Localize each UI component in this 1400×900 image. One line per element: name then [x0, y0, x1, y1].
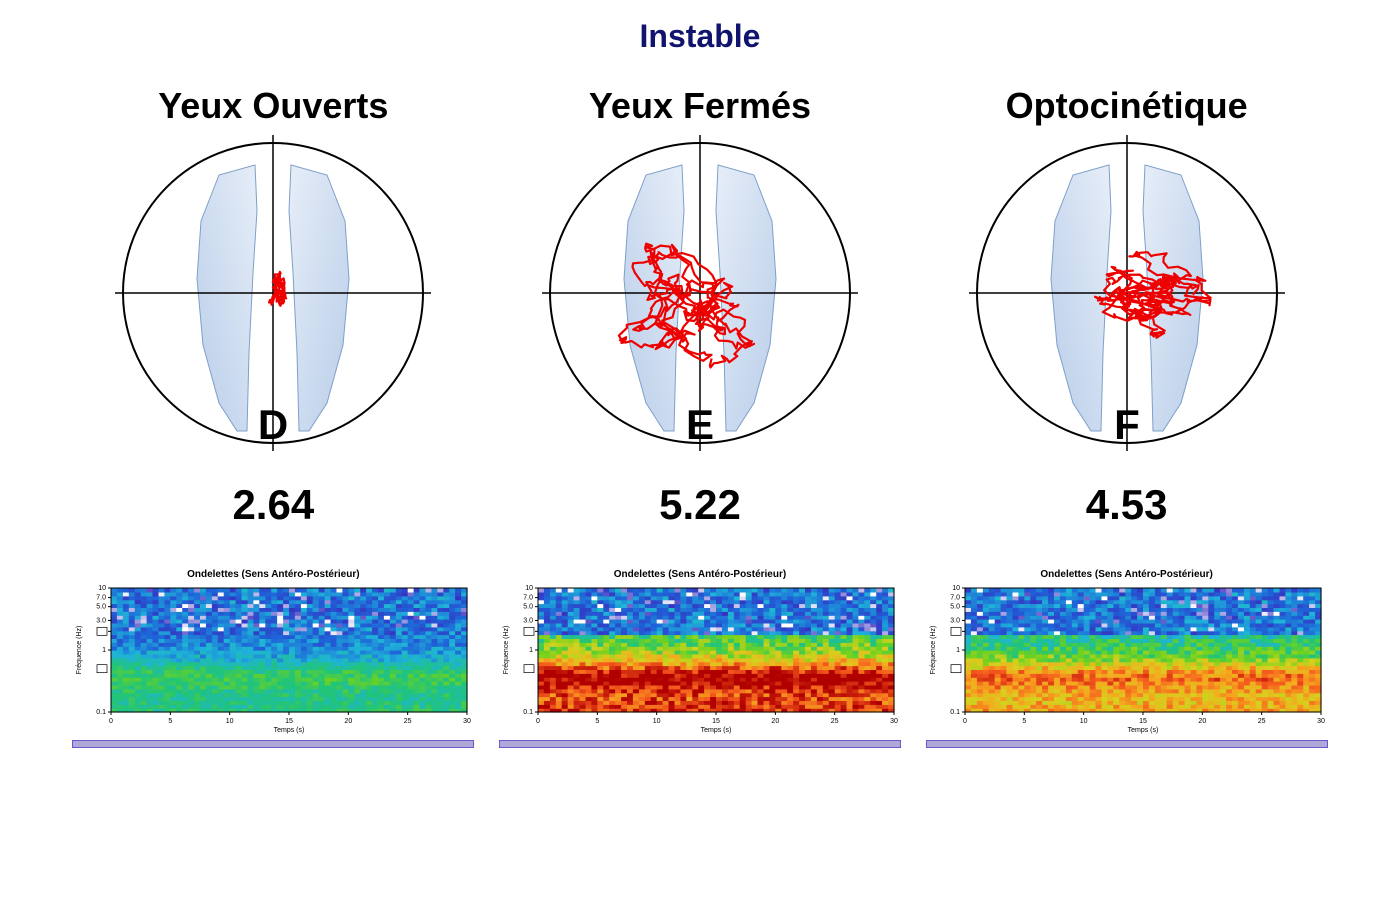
statokinesigram: D	[113, 133, 433, 453]
svg-text:10: 10	[99, 585, 107, 592]
panel-f: Optocinétique F 4.53 Ondelettes (Sens Antér…	[917, 85, 1337, 748]
wavelet-spectrogram: 051015202530Temps (s)0.112.03.05.07.010F…	[927, 584, 1327, 734]
svg-text:25: 25	[831, 718, 839, 725]
wavelet-title: Ondelettes (Sens Antéro-Postérieur)	[614, 569, 786, 580]
panel-e: Yeux Fermés E 5.22 Ondelettes (Sens Antéro-…	[490, 85, 910, 748]
svg-text:20: 20	[771, 718, 779, 725]
svg-text:0: 0	[109, 718, 113, 725]
svg-text:Temps (s): Temps (s)	[274, 727, 305, 734]
svg-text:30: 30	[890, 718, 898, 725]
wavelet-panel: Ondelettes (Sens Antéro-Postérieur) 0 5 10 1…	[490, 569, 910, 748]
panel-letter: E	[686, 401, 714, 448]
statokinesigram: E	[540, 133, 860, 453]
svg-text:1: 1	[529, 647, 533, 654]
svg-text:5: 5	[595, 718, 599, 725]
panel-value: 5.22	[659, 481, 741, 529]
svg-text:3.0: 3.0	[523, 617, 533, 624]
svg-text:0.1: 0.1	[97, 709, 107, 716]
panel-value: 2.64	[232, 481, 314, 529]
wavelet-title: Ondelettes (Sens Antéro-Postérieur)	[1040, 569, 1212, 580]
panel-letter: F	[1114, 401, 1140, 448]
wavelet-panel: Ondelettes (Sens Antéro-Postérieur) 05101…	[917, 569, 1337, 748]
svg-text:Temps (s): Temps (s)	[701, 727, 732, 734]
statokinesigram: F	[967, 133, 1287, 453]
page-title: Instable	[0, 18, 1400, 55]
svg-text:Fréquence (Hz): Fréquence (Hz)	[503, 626, 510, 675]
condition-label: Yeux Ouverts	[158, 85, 388, 127]
wavelet-scrollbar	[72, 740, 474, 748]
svg-text:3.0: 3.0	[97, 617, 107, 624]
panel-value: 4.53	[1086, 481, 1168, 529]
svg-text:15: 15	[285, 718, 293, 725]
wavelet-spectrogram: 051015202530Temps (s)0.112.03.05.07.010F…	[500, 584, 900, 734]
svg-text:7.0: 7.0	[97, 595, 107, 602]
panel-letter: D	[258, 401, 288, 448]
wavelet-scrollbar	[926, 740, 1328, 748]
wavelet-title: Ondelettes (Sens Antéro-Postérieur)	[187, 569, 359, 580]
svg-text:15: 15	[712, 718, 720, 725]
right-foot	[289, 165, 349, 431]
svg-text:10: 10	[653, 718, 661, 725]
svg-text:7.0: 7.0	[523, 595, 533, 602]
svg-text:5.0: 5.0	[523, 604, 533, 611]
svg-text:30: 30	[463, 718, 471, 725]
wavelet-spectrogram: 051015202530Temps (s)0.112.03.05.07.010F…	[73, 584, 473, 734]
panel-d: Yeux Ouverts D 2.64 Ondelettes (Sens Antéro…	[63, 85, 483, 748]
left-foot	[197, 165, 257, 431]
condition-label: Optocinétique	[1006, 85, 1248, 127]
svg-text:1: 1	[102, 647, 106, 654]
wavelet-scrollbar	[499, 740, 901, 748]
svg-text:10: 10	[226, 718, 234, 725]
svg-text:5.0: 5.0	[97, 604, 107, 611]
svg-text:10: 10	[525, 585, 533, 592]
svg-text:20: 20	[345, 718, 353, 725]
svg-text:0: 0	[536, 718, 540, 725]
condition-label: Yeux Fermés	[589, 85, 811, 127]
sway-trace	[269, 272, 286, 306]
svg-text:0.1: 0.1	[523, 709, 533, 716]
svg-text:5: 5	[169, 718, 173, 725]
svg-text:Fréquence (Hz): Fréquence (Hz)	[76, 626, 83, 675]
panel-row: Yeux Ouverts D 2.64 Ondelettes (Sens Antéro…	[60, 85, 1340, 748]
wavelet-panel: Ondelettes (Sens Antéro-Postérieur) 0 5 10 1…	[63, 569, 483, 748]
svg-text:25: 25	[404, 718, 412, 725]
